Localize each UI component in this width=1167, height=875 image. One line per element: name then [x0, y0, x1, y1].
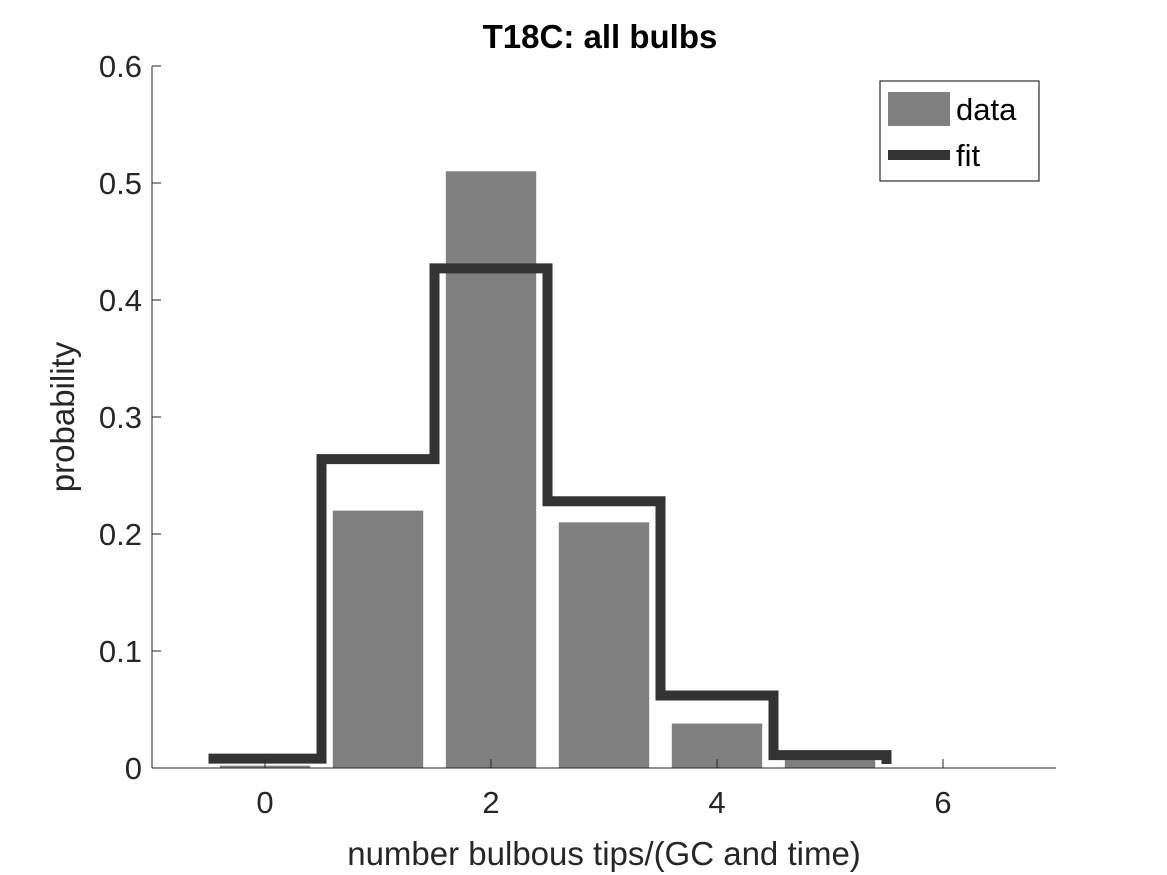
bar-1 [332, 510, 424, 768]
bar-3 [558, 522, 650, 768]
y-tick-label: 0.1 [99, 634, 142, 669]
legend: data fit [879, 80, 1040, 182]
y-axis-label: probability [44, 341, 81, 492]
x-axis-label: number bulbous tips/(GC and time) [347, 835, 861, 872]
bar-5 [784, 759, 876, 768]
chart-title: T18C: all bulbs [483, 18, 718, 55]
legend-swatch-data [888, 92, 950, 126]
y-tick-label: 0.4 [99, 283, 142, 318]
y-tick-label: 0.2 [99, 517, 142, 552]
x-tick-label: 4 [708, 785, 725, 820]
bar-2 [445, 171, 537, 769]
y-tick-label: 0.3 [99, 400, 142, 435]
y-tick-label: 0.6 [99, 49, 142, 84]
y-tick-label: 0 [125, 751, 142, 786]
fit-line [208, 263, 892, 764]
legend-label-fit: fit [956, 138, 981, 173]
y-ticks: 0 0.1 0.2 0.3 0.4 0.5 0.6 [99, 49, 161, 786]
x-tick-label: 6 [934, 785, 951, 820]
x-tick-label: 0 [256, 785, 273, 820]
y-tick-label: 0.5 [99, 166, 142, 201]
x-tick-label: 2 [482, 785, 499, 820]
x-ticks: 0 2 4 6 [256, 759, 952, 820]
legend-label-data: data [956, 92, 1017, 127]
